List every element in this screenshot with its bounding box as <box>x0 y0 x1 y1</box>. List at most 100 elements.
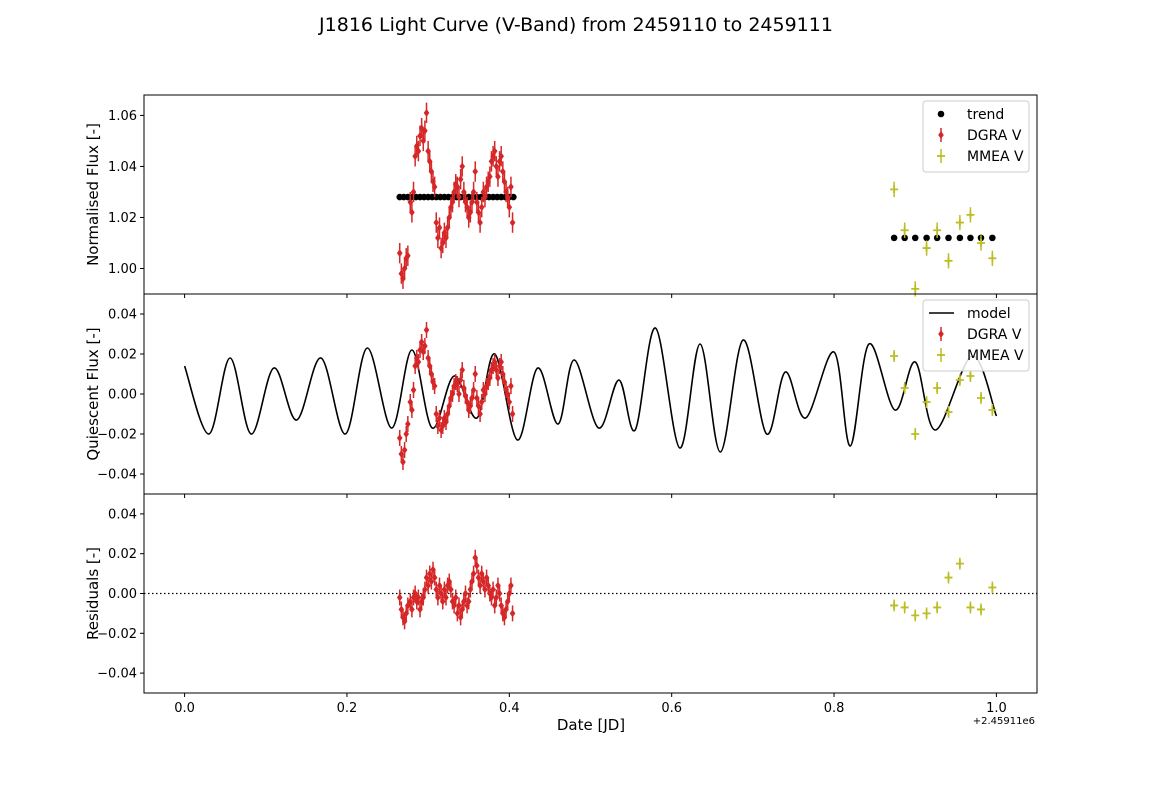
dgra-point <box>482 585 488 594</box>
dgra-point <box>482 193 488 202</box>
mmea-point <box>922 244 931 253</box>
dgra-point <box>413 597 420 606</box>
middle-panel-ticks: −0.04 −0.02 0.00 0.02 0.04 <box>97 308 997 498</box>
dgra-point <box>506 398 513 406</box>
dgra-point <box>465 597 472 606</box>
dgra-point <box>422 585 428 594</box>
series-mmea-v <box>890 557 997 622</box>
middle-panel-quiescent-flux: −0.04 −0.02 0.00 0.02 0.04 Quiescent Flux [-… <box>84 293 1038 498</box>
x-tick-label: 0.0 <box>174 701 195 716</box>
dgra-point <box>410 386 417 394</box>
dgra-point <box>439 422 446 430</box>
mmea-point <box>966 603 975 612</box>
dgra-point <box>465 213 472 222</box>
mmea-point <box>890 601 899 610</box>
dgra-point <box>495 172 501 181</box>
dgra-point <box>396 249 403 258</box>
y-tick-label: 0.00 <box>108 388 137 403</box>
mmea-point <box>966 210 975 219</box>
mmea-point <box>900 384 909 392</box>
dgra-point <box>482 390 488 398</box>
dgra-point <box>509 410 516 418</box>
dgra-point <box>470 386 477 394</box>
dgra-point <box>508 581 514 590</box>
dgra-point <box>496 589 503 598</box>
dgra-point <box>409 605 415 614</box>
dgra-point <box>430 565 436 574</box>
mmea-point <box>955 559 964 568</box>
x-tick-label: 0.4 <box>499 701 520 716</box>
series-dgra-v <box>396 549 516 630</box>
mmea-point <box>944 256 953 265</box>
dgra-point <box>508 182 514 191</box>
trend-point <box>967 234 974 242</box>
dgra-point <box>451 601 457 610</box>
dgra-point <box>472 370 479 378</box>
dgra-point <box>443 593 449 602</box>
mmea-point <box>944 573 953 582</box>
dgra-point <box>456 193 462 202</box>
dgra-point <box>461 187 467 196</box>
legend-label-dgra-v: DGRA V <box>967 128 1022 144</box>
dgra-point <box>401 264 408 273</box>
dgra-point <box>396 593 403 602</box>
dgra-point <box>475 402 482 410</box>
y-tick-label: 0.04 <box>108 507 137 522</box>
trend-point <box>945 234 952 242</box>
dgra-point <box>425 147 431 156</box>
dgra-point <box>459 366 466 374</box>
top-panel-legend: trend DGRA V MMEA V <box>922 100 1030 173</box>
dgra-point <box>491 147 498 156</box>
dgra-point <box>501 177 508 186</box>
dgra-point <box>410 187 417 196</box>
dgra-point <box>444 223 451 232</box>
dgra-point <box>401 446 408 454</box>
trend-point <box>510 193 517 201</box>
legend-label-model: model <box>967 306 1011 322</box>
x-tick-label: 0.2 <box>337 701 358 716</box>
dgra-point <box>472 167 479 176</box>
dgra-point <box>435 593 441 602</box>
dgra-point <box>449 597 456 606</box>
y-tick-label: −0.02 <box>97 428 137 443</box>
legend-box <box>922 299 1030 372</box>
dgra-point <box>405 251 411 260</box>
dgra-point <box>420 348 427 356</box>
dgra-point <box>431 573 438 582</box>
legend-label-dgra-v: DGRA V <box>967 327 1022 343</box>
top-panel-plot-area <box>396 102 997 297</box>
y-tick-label: 1.00 <box>108 262 137 277</box>
y-tick-label: 1.02 <box>108 211 137 226</box>
dgra-point <box>477 218 483 227</box>
dgra-point <box>436 223 443 232</box>
dgra-point <box>496 362 503 370</box>
series-trend <box>396 193 996 242</box>
dgra-point <box>409 208 415 217</box>
mmea-point <box>890 352 899 360</box>
middle-panel-ylabel: Quiescent Flux [-] <box>84 327 102 460</box>
dgra-point <box>446 577 453 586</box>
dgra-point <box>457 175 464 184</box>
dgra-point <box>401 617 408 626</box>
dgra-point <box>431 182 438 191</box>
dgra-point <box>508 382 514 390</box>
dgra-point <box>470 569 477 578</box>
dgra-point <box>413 354 420 362</box>
dgra-point <box>448 585 454 594</box>
legend-label-mmea-v: MMEA V <box>967 348 1024 364</box>
dgra-point <box>430 177 436 186</box>
dgra-point <box>509 609 516 618</box>
x-tick-label: 0.8 <box>824 701 845 716</box>
legend-trend-swatch <box>937 110 945 118</box>
series-mmea-v <box>890 350 997 440</box>
dgra-point <box>509 218 516 227</box>
dgra-point <box>456 601 462 610</box>
mmea-point <box>911 611 920 620</box>
dgra-point <box>462 589 469 598</box>
dgra-point <box>433 410 440 418</box>
dgra-point <box>480 577 487 586</box>
dgra-point <box>470 187 477 196</box>
mmea-point <box>976 394 985 402</box>
x-tick-label: 0.6 <box>661 701 682 716</box>
mmea-point <box>911 430 920 438</box>
